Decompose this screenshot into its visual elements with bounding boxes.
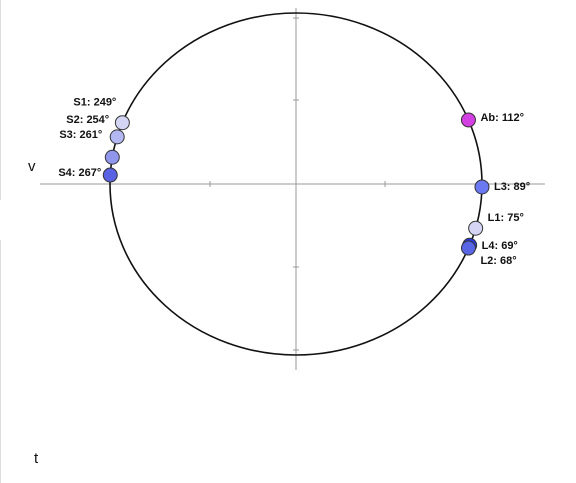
point-label: S3: 261° <box>59 129 102 141</box>
point <box>474 179 490 195</box>
point <box>114 115 130 131</box>
annotation: v <box>28 158 36 175</box>
point-label: Ab: 112° <box>480 112 524 124</box>
point <box>102 167 118 183</box>
point-label: S4: 267° <box>58 167 101 179</box>
point <box>468 220 484 236</box>
point-label: L4: 69° <box>482 240 518 252</box>
point-label: L3: 89° <box>494 181 530 193</box>
point-label: S1: 249° <box>73 97 116 109</box>
point <box>460 112 476 128</box>
point-label: L1: 75° <box>488 212 524 224</box>
point <box>109 129 125 145</box>
annotation: t <box>34 450 39 467</box>
point <box>460 240 476 256</box>
point-label: S2: 254° <box>66 114 109 126</box>
point <box>104 149 120 165</box>
axis-ticks <box>209 17 386 351</box>
point-label: L2: 68° <box>480 255 516 267</box>
